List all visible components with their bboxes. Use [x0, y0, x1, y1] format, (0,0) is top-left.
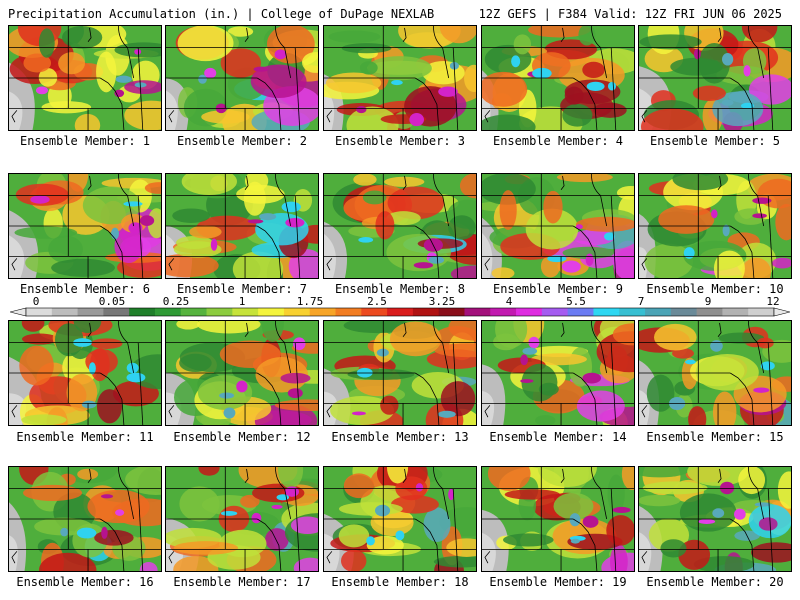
ensemble-member-map — [323, 173, 477, 279]
ensemble-member-label: Ensemble Member: 4 — [492, 134, 624, 148]
ensemble-member-label: Ensemble Member: 17 — [173, 575, 311, 589]
ensemble-member-label: Ensemble Member: 3 — [334, 134, 466, 148]
ensemble-member-label: Ensemble Member: 12 — [173, 430, 311, 444]
ensemble-member-label: Ensemble Member: 2 — [176, 134, 308, 148]
ensemble-member-map — [8, 25, 162, 131]
ensemble-member-map — [638, 466, 792, 572]
ensemble-member-label: Ensemble Member: 14 — [489, 430, 627, 444]
ensemble-member-map — [481, 173, 635, 279]
ensemble-member-map — [8, 173, 162, 279]
ensemble-member-map — [165, 320, 319, 426]
ensemble-member-label: Ensemble Member: 8 — [334, 282, 466, 296]
colorbar-tick-label: 0 — [32, 295, 40, 308]
ensemble-member-map — [323, 25, 477, 131]
colorbar-tick-label: 3.25 — [428, 295, 456, 308]
colorbar-tick-label: 1.75 — [296, 295, 324, 308]
ensemble-member-label: Ensemble Member: 16 — [16, 575, 154, 589]
ensemble-member-map — [481, 466, 635, 572]
ensemble-member-map — [638, 173, 792, 279]
ensemble-member-label: Ensemble Member: 1 — [19, 134, 151, 148]
ensemble-member-label: Ensemble Member: 5 — [649, 134, 781, 148]
ensemble-member-map — [481, 320, 635, 426]
ensemble-member-label: Ensemble Member: 13 — [331, 430, 469, 444]
ensemble-member-map — [323, 320, 477, 426]
ensemble-member-label: Ensemble Member: 6 — [19, 282, 151, 296]
colorbar-tick-label: 12 — [766, 295, 780, 308]
precip-colorbar: 0 0.05 0.25 1 1.75 2.5 3.25 4 5.5 7 9 12 — [10, 295, 790, 319]
colorbar-tick-label: 1 — [238, 295, 246, 308]
ensemble-member-map — [323, 466, 477, 572]
colorbar-tick-label: 0.05 — [98, 295, 126, 308]
colorbar-tick-label: 5.5 — [566, 295, 586, 308]
map-title: Precipitation Accumulation (in.) | Colle… — [8, 7, 435, 21]
ensemble-member-label: Ensemble Member: 20 — [646, 575, 784, 589]
ensemble-member-label: Ensemble Member: 11 — [16, 430, 154, 444]
ensemble-member-label: Ensemble Member: 7 — [176, 282, 308, 296]
ensemble-member-map — [638, 25, 792, 131]
ensemble-member-map — [165, 173, 319, 279]
colorbar-tick-label: 2.5 — [367, 295, 387, 308]
ensemble-member-map — [165, 466, 319, 572]
ensemble-member-map — [8, 320, 162, 426]
ensemble-member-label: Ensemble Member: 10 — [646, 282, 784, 296]
ensemble-member-map — [638, 320, 792, 426]
run-valid-time: 12Z GEFS | F384 Valid: 12Z FRI JUN 06 20… — [478, 7, 782, 21]
colorbar-tick-label: 9 — [704, 295, 712, 308]
ensemble-member-map — [165, 25, 319, 131]
ensemble-member-map — [8, 466, 162, 572]
ensemble-member-label: Ensemble Member: 18 — [331, 575, 469, 589]
colorbar-tick-label: 0.25 — [162, 295, 190, 308]
colorbar-tick-label: 7 — [637, 295, 645, 308]
ensemble-member-map — [481, 25, 635, 131]
ensemble-member-label: Ensemble Member: 19 — [489, 575, 627, 589]
colorbar-tick-label: 4 — [505, 295, 513, 308]
ensemble-member-label: Ensemble Member: 15 — [646, 430, 784, 444]
ensemble-member-label: Ensemble Member: 9 — [492, 282, 624, 296]
